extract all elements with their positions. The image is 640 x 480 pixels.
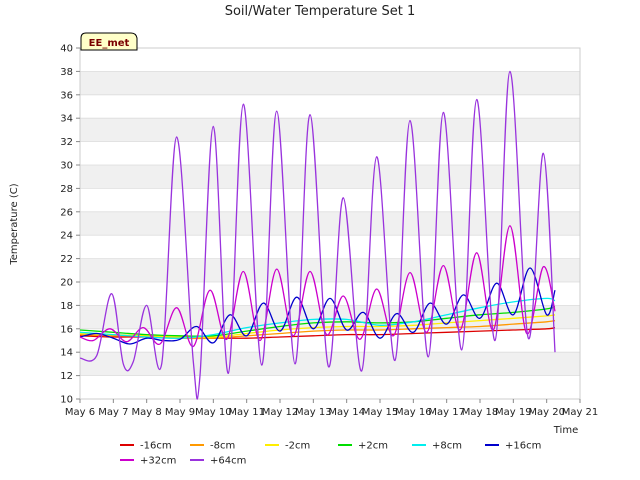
y-tick-label: 20	[60, 278, 73, 289]
grid-band	[80, 71, 580, 95]
series-line	[79, 225, 556, 348]
y-tick-label: 36	[60, 90, 73, 101]
station-label-box: EE_met	[80, 32, 138, 51]
series-lines	[79, 70, 556, 400]
grid-band	[80, 258, 580, 282]
legend-label: +2cm	[358, 441, 388, 452]
y-tick-label: 26	[60, 207, 73, 218]
y-tick-label: 10	[60, 395, 73, 406]
x-tick-label: May 9	[165, 407, 195, 418]
grid-band	[80, 211, 580, 236]
x-tick-label: May 20	[528, 407, 565, 418]
x-tick-label: May 21	[562, 407, 599, 418]
legend-label: +8cm	[432, 441, 462, 452]
y-tick-label: 32	[60, 137, 73, 148]
x-tick-label: May 14	[328, 407, 365, 418]
y-tick-label: 22	[60, 254, 73, 265]
x-tick-label: May 18	[462, 407, 499, 418]
y-tick-label: 24	[60, 231, 73, 242]
legend-label: -16cm	[140, 441, 172, 452]
y-tick-label: 18	[60, 301, 73, 312]
grid-band	[80, 165, 580, 189]
plot-frame	[79, 47, 581, 400]
x-tick-label: May 13	[295, 407, 332, 418]
legend-label: -2cm	[285, 441, 310, 452]
x-tick-label: May 15	[362, 407, 399, 418]
x-tick-label: May 6	[65, 407, 95, 418]
y-tick-label: 16	[60, 324, 73, 335]
legend: -16cm -8cm -2cm +2cm +8cm +16cm +32cm +64cm	[120, 441, 541, 467]
grid-band	[80, 94, 580, 119]
x-tick-label: May 8	[132, 407, 162, 418]
series-line	[79, 70, 556, 400]
legend-label: +32cm	[140, 456, 176, 467]
x-tick-label: May 11	[228, 407, 265, 418]
station-label: EE_met	[89, 38, 130, 49]
y-tick-label: 28	[60, 184, 73, 195]
y-tick-label: 12	[60, 371, 73, 382]
x-tick-label: May 16	[395, 407, 432, 418]
y-axis-label: Temperature (C)	[9, 183, 20, 265]
grid-band	[80, 118, 580, 142]
chart-title: Soil/Water Temperature Set 1	[225, 4, 416, 19]
x-tick-label: May 7	[98, 407, 128, 418]
x-tick-label: May 12	[262, 407, 299, 418]
grid-band	[80, 48, 580, 72]
legend-label: +64cm	[210, 456, 246, 467]
y-tick-label: 30	[60, 161, 73, 172]
y-tick-label: 38	[60, 67, 73, 78]
y-tick-label: 34	[60, 114, 73, 125]
grid-band	[80, 375, 580, 399]
x-axis-label: Time	[553, 425, 578, 436]
y-axis: 10 12 14 16 18 20 22 24 26 28 30 32 34 36 38 40	[60, 44, 80, 406]
grid-band	[80, 141, 580, 165]
x-tick-label: May 10	[195, 407, 232, 418]
x-tick-label: May 19	[495, 407, 532, 418]
grid-band	[80, 188, 580, 212]
legend-label: -8cm	[210, 441, 235, 452]
legend-label: +16cm	[505, 441, 541, 452]
x-tick-label: May 17	[428, 407, 465, 418]
y-tick-label: 14	[60, 348, 73, 359]
y-tick-label: 40	[60, 44, 73, 55]
grid-bands	[80, 48, 580, 400]
grid-band	[80, 282, 580, 306]
